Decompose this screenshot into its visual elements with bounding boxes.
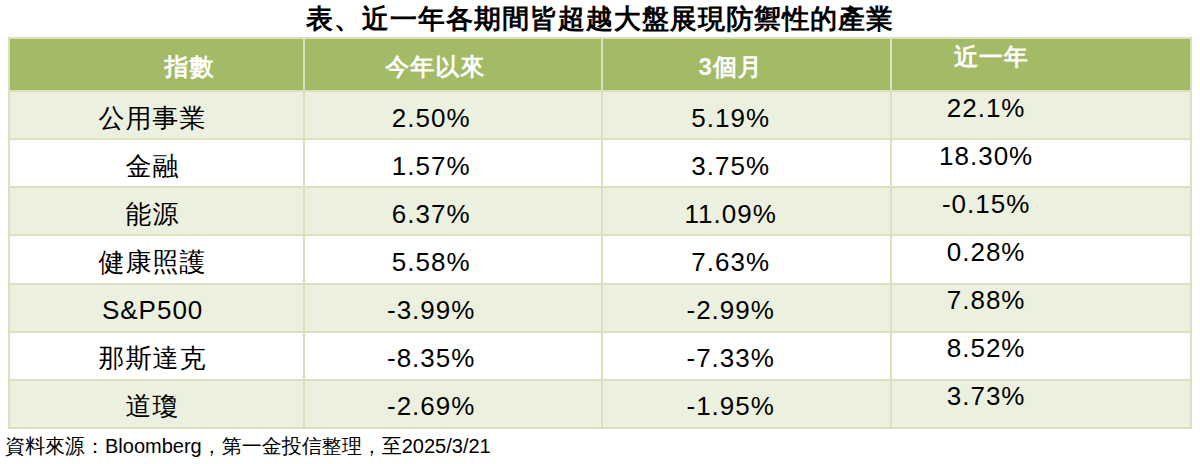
data-table: 指數 今年以來 3個月 近一年 公用事業 2.50% 5.19% 22.1% 金融 1.5… [8,37,1192,429]
row-value: 1.57% [303,140,601,186]
row-value: -8.35% [303,333,601,379]
cell-text: 道瓊 [126,389,180,424]
row-value: 5.58% [303,236,601,282]
table-body: 公用事業 2.50% 5.19% 22.1% 金融 1.57% 3.75% 18.30% 能源 6… [10,90,1190,427]
row-value: 2.50% [303,92,601,138]
row-value: -2.99% [601,285,890,331]
header-label: 指數 [165,51,215,83]
header-cell-ytd: 今年以來 [303,39,601,90]
row-value: 11.09% [601,188,890,234]
source-note: 資料來源：Bloomberg，第一金投信整理，至2025/3/21 [5,433,491,460]
row-value: 7.63% [601,236,890,282]
cell-text: 8.52% [947,333,1026,364]
row-label: 能源 [10,188,303,234]
row-value: -2.69% [303,381,601,427]
row-value: -0.15% [890,188,1190,234]
table-row: 道瓊 -2.69% -1.95% 3.73% [10,379,1190,427]
header-label: 今年以來 [385,51,485,83]
row-value: 0.28% [890,236,1190,282]
cell-text: -0.15% [942,189,1030,220]
cell-text: 22.1% [947,93,1026,124]
table-row: S&P500 -3.99% -2.99% 7.88% [10,283,1190,331]
table-row: 公用事業 2.50% 5.19% 22.1% [10,90,1190,138]
cell-text: -1.95% [687,391,775,422]
header-cell-1year: 近一年 [890,39,1190,90]
row-value: 3.75% [601,140,890,186]
header-cell-index: 指數 [10,39,303,90]
row-label: 那斯達克 [10,333,303,379]
header-label: 3個月 [699,51,763,83]
page: 表、近一年各期間皆超越大盤展現防禦性的產業 指數 今年以來 3個月 近一年 公用… [0,0,1200,464]
row-value: 3.73% [890,381,1190,427]
cell-text: -2.69% [387,391,475,422]
cell-text: -7.33% [687,343,775,374]
cell-text: 7.63% [691,247,770,278]
cell-text: -3.99% [387,295,475,326]
header-cell-3month: 3個月 [601,39,890,90]
row-value: 22.1% [890,92,1190,138]
table-header-row: 指數 今年以來 3個月 近一年 [10,39,1190,90]
row-value: -7.33% [601,333,890,379]
table-row: 金融 1.57% 3.75% 18.30% [10,138,1190,186]
row-value: 6.37% [303,188,601,234]
cell-text: 0.28% [947,237,1026,268]
table-row: 健康照護 5.58% 7.63% 0.28% [10,234,1190,282]
table-row: 能源 6.37% 11.09% -0.15% [10,186,1190,234]
cell-text: 5.19% [691,103,770,134]
row-value: -1.95% [601,381,890,427]
cell-text: 公用事業 [99,101,207,136]
cell-text: 5.58% [392,247,471,278]
cell-text: 那斯達克 [99,341,207,376]
cell-text: S&P500 [102,295,203,326]
cell-text: 1.57% [392,151,471,182]
row-value: 8.52% [890,333,1190,379]
row-label: 健康照護 [10,236,303,282]
cell-text: 3.73% [947,381,1026,412]
row-label: 道瓊 [10,381,303,427]
cell-text: 2.50% [392,103,471,134]
cell-text: 健康照護 [99,245,207,280]
row-value: -3.99% [303,285,601,331]
cell-text: 能源 [126,197,180,232]
row-value: 18.30% [890,140,1190,186]
table-row: 那斯達克 -8.35% -7.33% 8.52% [10,331,1190,379]
row-label: S&P500 [10,285,303,331]
cell-text: 6.37% [392,199,471,230]
cell-text: 7.88% [947,285,1026,316]
cell-text: 金融 [126,149,180,184]
row-value: 5.19% [601,92,890,138]
page-title: 表、近一年各期間皆超越大盤展現防禦性的產業 [0,1,1200,37]
row-label: 公用事業 [10,92,303,138]
header-label: 近一年 [954,41,1029,73]
row-value: 7.88% [890,285,1190,331]
cell-text: -8.35% [387,343,475,374]
cell-text: 11.09% [685,199,777,230]
row-label: 金融 [10,140,303,186]
cell-text: -2.99% [687,295,775,326]
cell-text: 3.75% [691,151,770,182]
cell-text: 18.30% [939,141,1033,172]
